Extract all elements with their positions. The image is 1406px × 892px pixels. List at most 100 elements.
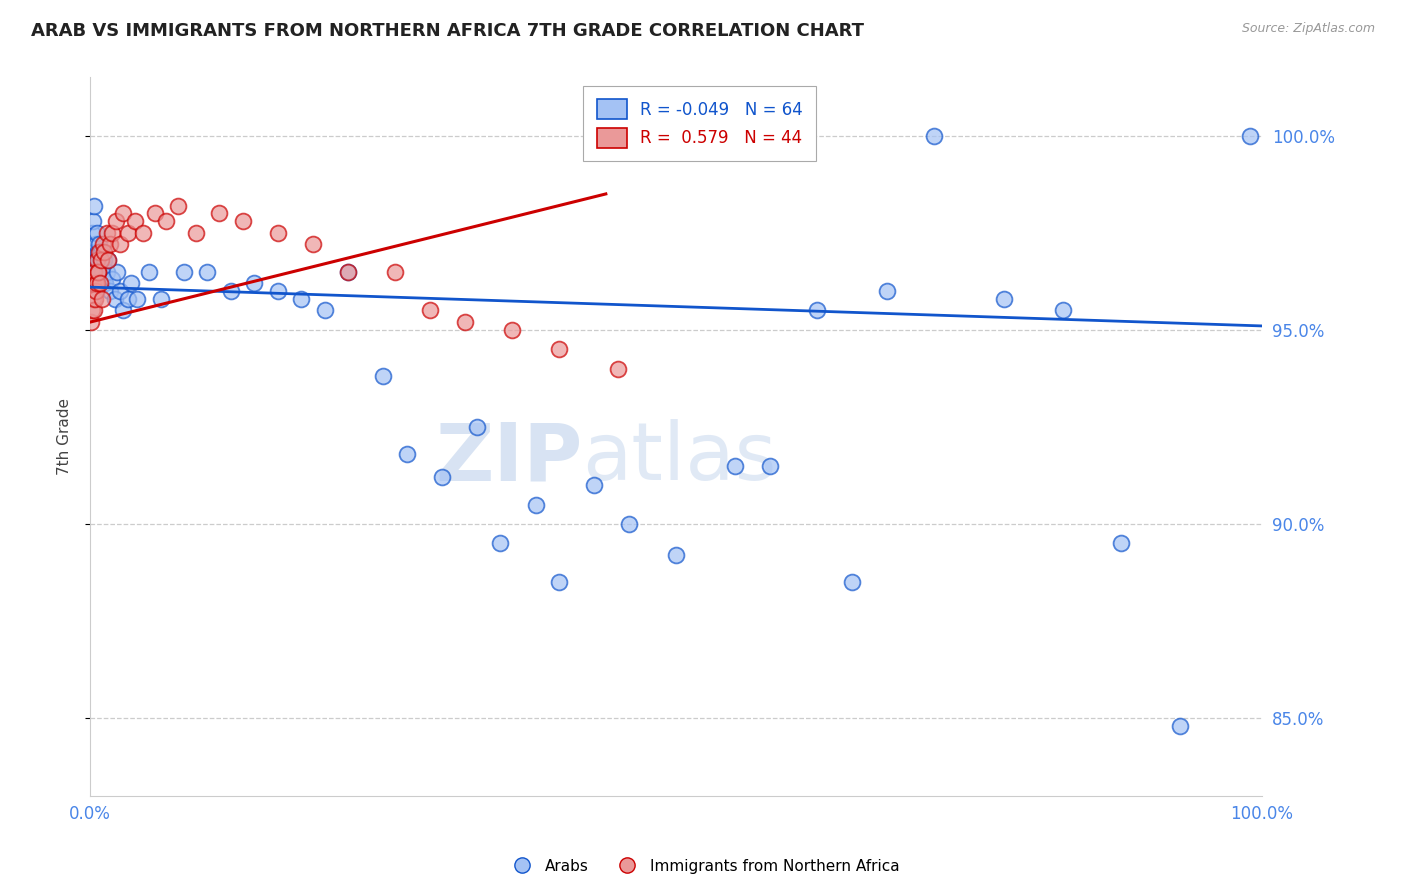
Point [87,264,110,278]
Point [96,264,118,278]
Point [89,264,111,278]
Point [108,284,131,298]
Point [89,277,111,291]
Point [112,303,135,318]
Point [1239,128,1261,143]
Point [93,245,115,260]
Point [87,252,110,267]
Point [155,214,177,228]
Point [124,214,146,228]
Point [83,245,105,260]
Point [149,292,172,306]
Point [243,277,266,291]
Point [91,264,114,278]
Point [87,245,110,260]
Point [86,277,108,291]
Point [993,292,1015,306]
Point [143,206,166,220]
Point [419,303,441,318]
Point [101,226,124,240]
Point [501,323,523,337]
Point [83,303,105,318]
Point [430,470,453,484]
Point [665,548,688,562]
Point [84,237,107,252]
Point [922,128,945,143]
Point [97,252,120,267]
Legend: Arabs, Immigrants from Northern Africa: Arabs, Immigrants from Northern Africa [501,853,905,880]
Point [93,252,115,267]
Point [337,264,360,278]
Point [373,369,395,384]
Point [90,252,112,267]
Point [98,284,121,298]
Point [337,264,360,278]
Point [86,268,108,283]
Point [548,575,571,590]
Point [232,214,254,228]
Point [117,292,139,306]
Point [82,277,104,291]
Point [384,264,406,278]
Point [583,478,606,492]
Point [138,264,160,278]
Point [167,198,190,212]
Point [84,264,107,278]
Point [208,206,231,220]
Point [127,292,149,306]
Point [86,252,108,267]
Point [173,264,195,278]
Legend: R = -0.049   N = 64, R =  0.579   N = 44: R = -0.049 N = 64, R = 0.579 N = 44 [583,86,815,161]
Point [724,458,747,473]
Point [1052,303,1074,318]
Point [80,226,103,240]
Point [302,237,325,252]
Point [80,252,103,267]
Point [89,277,111,291]
Point [759,458,782,473]
Point [108,237,131,252]
Point [82,214,104,228]
Point [112,206,135,220]
Point [82,292,104,306]
Point [606,361,628,376]
Point [454,315,477,329]
Point [84,284,107,298]
Point [82,277,104,291]
Point [90,252,112,267]
Point [132,226,155,240]
Point [87,245,110,260]
Point [314,303,336,318]
Point [90,245,112,260]
Point [101,272,124,286]
Point [96,226,118,240]
Point [524,498,547,512]
Point [806,303,828,318]
Point [267,226,290,240]
Point [876,284,898,298]
Point [219,284,242,298]
Point [87,237,110,252]
Point [184,226,207,240]
Point [105,264,128,278]
Point [395,447,418,461]
Point [86,226,108,240]
Point [84,252,107,267]
Text: ZIP: ZIP [434,419,582,497]
Point [80,303,103,318]
Point [91,237,114,252]
Point [91,292,114,306]
Point [97,252,120,267]
Point [267,284,290,298]
Point [98,237,121,252]
Point [619,516,641,531]
Point [83,198,105,212]
Point [83,264,105,278]
Point [104,292,127,306]
Text: ARAB VS IMMIGRANTS FROM NORTHERN AFRICA 7TH GRADE CORRELATION CHART: ARAB VS IMMIGRANTS FROM NORTHERN AFRICA … [31,22,863,40]
Point [1111,536,1133,550]
Point [489,536,512,550]
Text: Source: ZipAtlas.com: Source: ZipAtlas.com [1241,22,1375,36]
Point [91,272,114,286]
Point [105,214,128,228]
